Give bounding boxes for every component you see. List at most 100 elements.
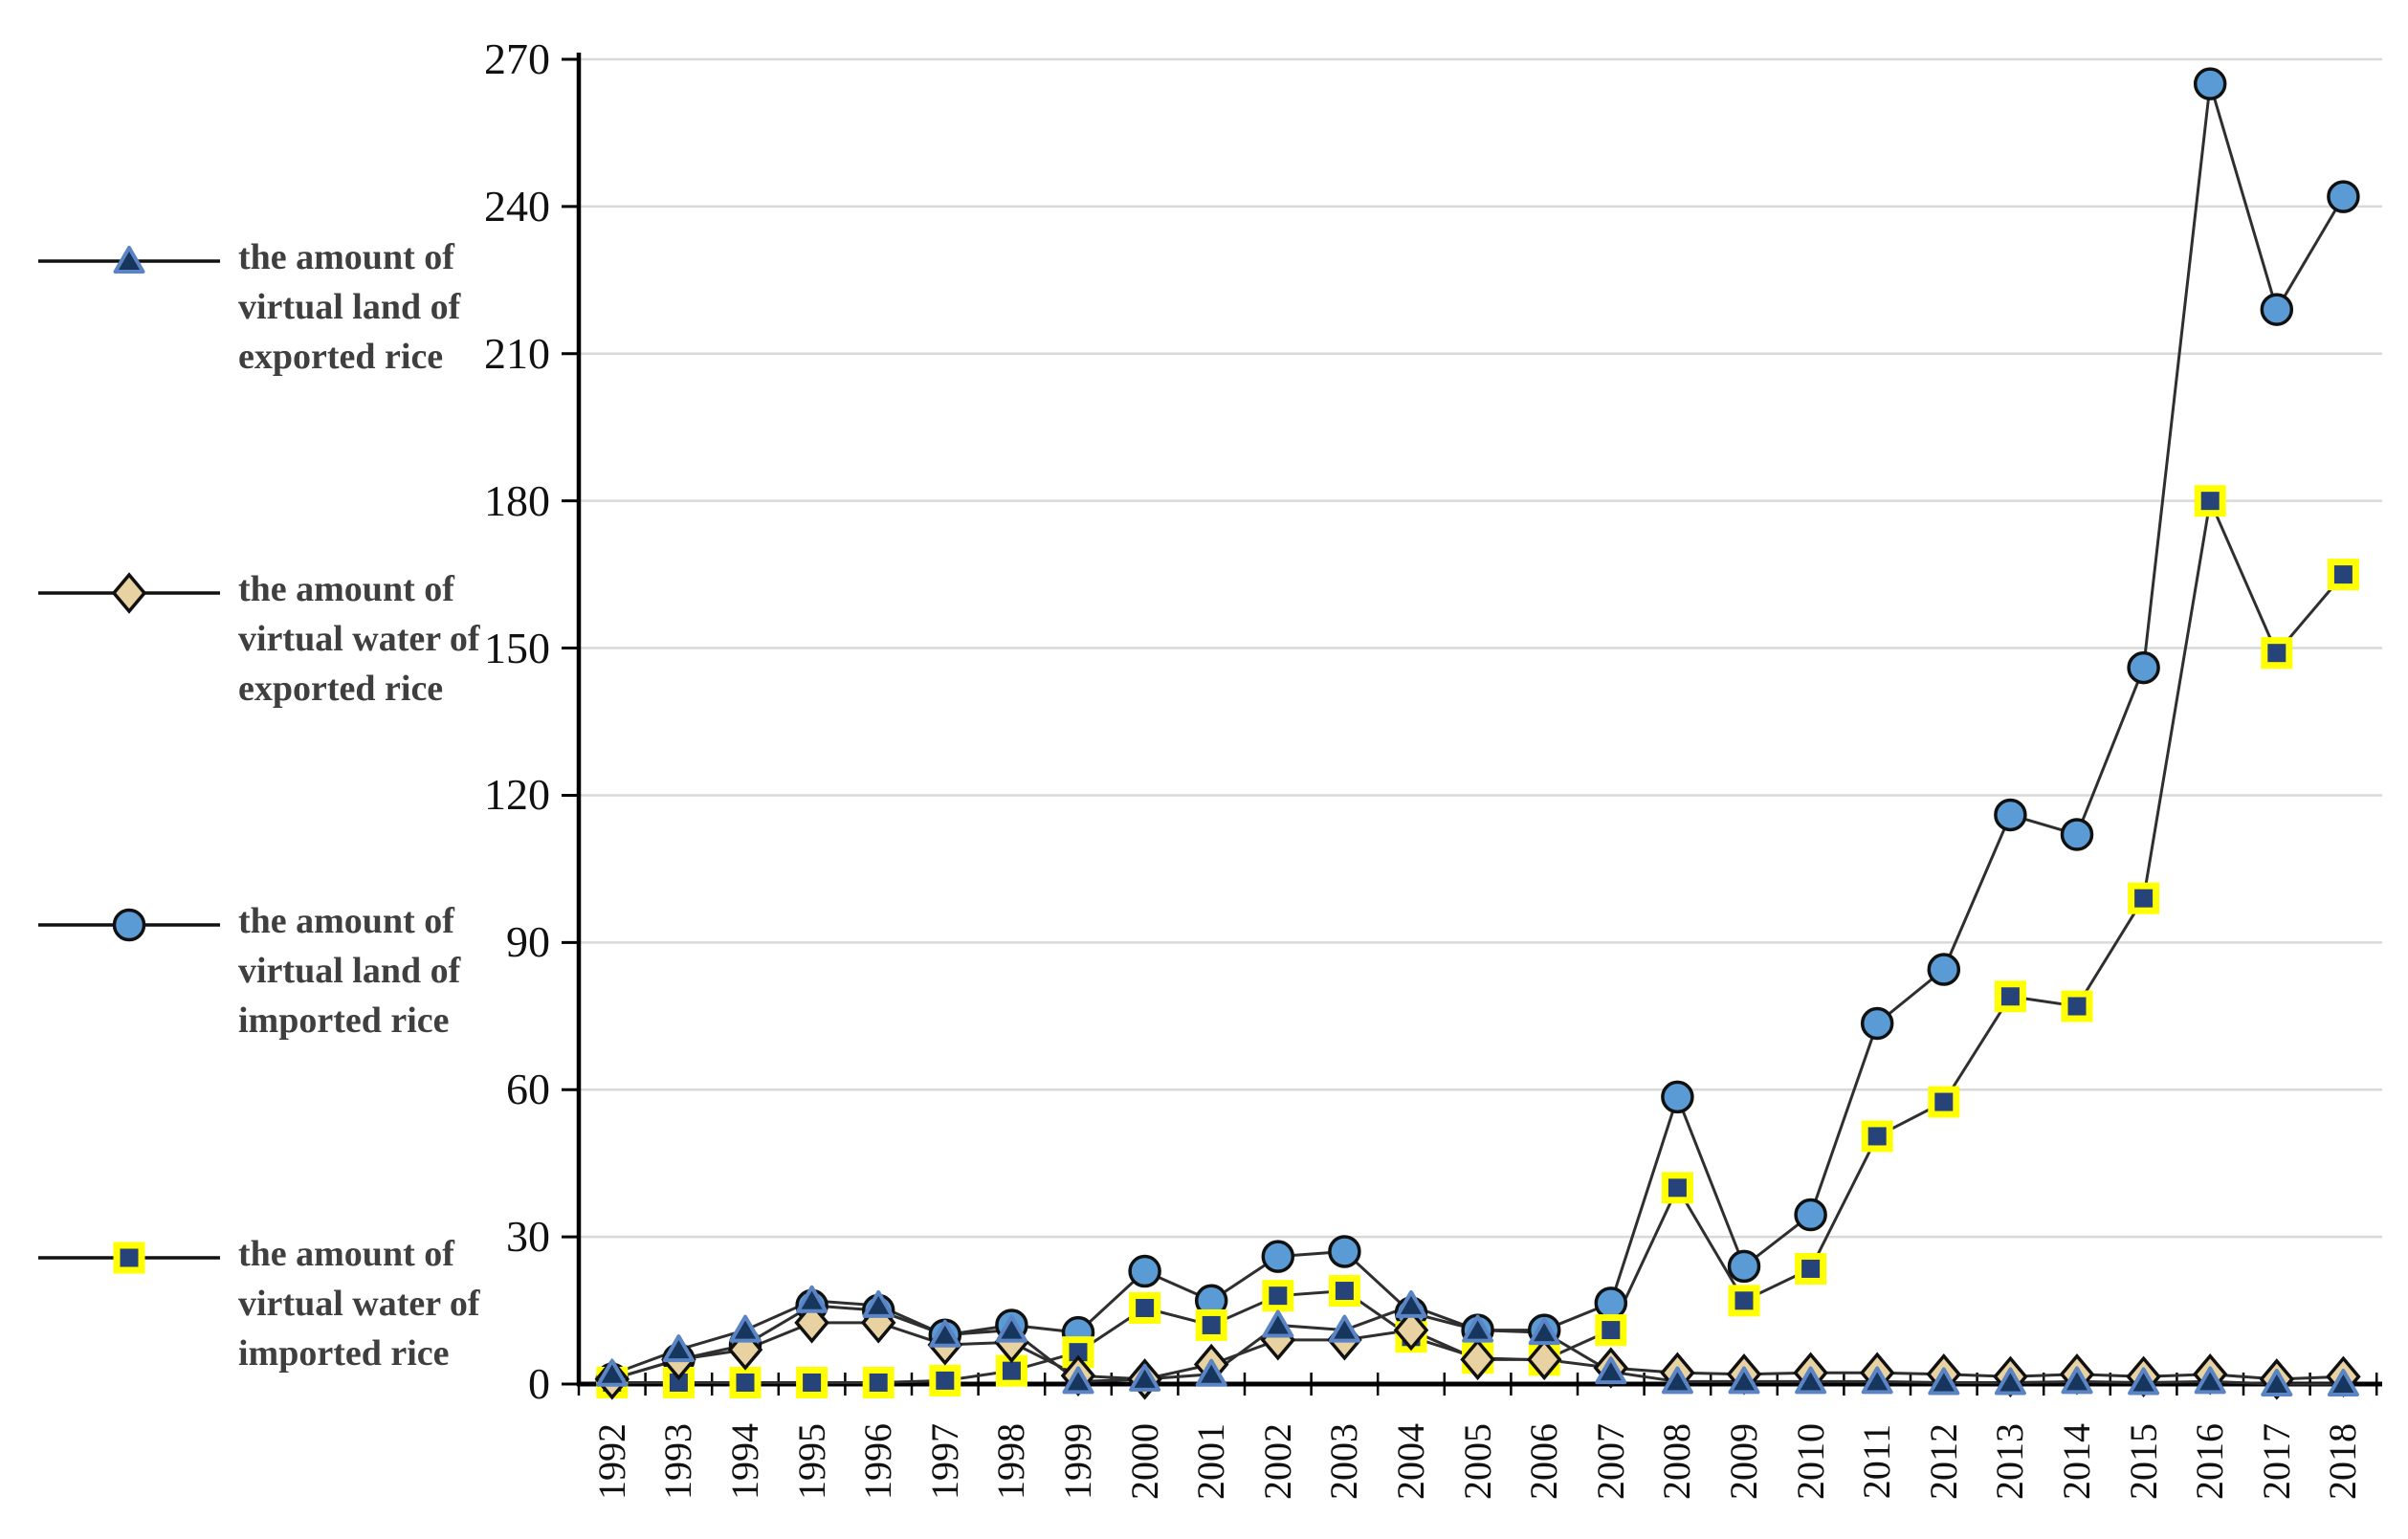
triangle-data-marker: [1861, 1366, 1893, 1395]
x-tick-label: 1992: [589, 1423, 633, 1500]
y-tick-label: 30: [506, 1212, 550, 1262]
triangle-data-marker: [1661, 1366, 1693, 1395]
x-tick-label: 2011: [1855, 1423, 1899, 1500]
triangle-data-marker: [596, 1358, 629, 1387]
x-tick-label: 1999: [1056, 1423, 1099, 1500]
legend-entry-water-exported: the amount of virtual water of exported …: [33, 562, 554, 714]
x-tick-label: 1996: [856, 1423, 900, 1500]
x-tick-label: 1995: [789, 1423, 833, 1500]
legend-label: the amount of virtual water of imported …: [238, 1234, 480, 1374]
square-legend-marker: [113, 1242, 145, 1274]
x-tick-label: 2018: [2321, 1423, 2365, 1500]
square-marker-icon: [38, 1242, 220, 1274]
triangle-data-marker: [1395, 1289, 1427, 1318]
triangle-data-marker: [662, 1334, 695, 1363]
circle-marker-icon: [38, 908, 220, 942]
square-data-marker: [729, 1366, 762, 1398]
legend-entry-land-imported: the amount of virtual land of imported r…: [33, 894, 554, 1045]
x-tick-label: 2001: [1189, 1423, 1233, 1500]
diamond-data-marker: [1393, 1308, 1429, 1352]
x-tick-label: 2015: [2121, 1423, 2165, 1500]
diamond-data-marker: [727, 1329, 763, 1371]
diamond-marker-icon: [38, 572, 220, 614]
square-data-marker: [862, 1366, 895, 1398]
x-tick-label: 2016: [2188, 1423, 2232, 1500]
y-tick-label: 180: [484, 475, 550, 525]
y-tick-label: 0: [528, 1359, 550, 1408]
x-tick-label: 2014: [2055, 1423, 2098, 1500]
square-data-marker: [2327, 559, 2359, 591]
square-data-marker: [2261, 637, 2293, 670]
circle-data-marker: [1927, 953, 1961, 986]
square-data-marker: [2128, 882, 2160, 914]
series-line-circle: [611, 83, 2345, 1381]
triangle-data-marker: [2061, 1366, 2093, 1395]
legend-label: the amount of virtual land of imported r…: [238, 901, 461, 1041]
x-tick-label: 1993: [656, 1423, 700, 1500]
legend-label: the amount of virtual land of exported r…: [238, 237, 461, 377]
diamond-data-marker: [1460, 1338, 1495, 1381]
circle-data-marker: [1261, 1240, 1295, 1273]
square-data-marker: [1994, 980, 2026, 1013]
circle-data-marker: [1594, 1286, 1628, 1320]
square-data-marker: [1795, 1252, 1827, 1285]
y-tick-label: 60: [506, 1065, 550, 1114]
x-tick-label: 2008: [1655, 1423, 1699, 1500]
triangle-data-marker: [1195, 1358, 1227, 1387]
triangle-data-marker: [1928, 1367, 1960, 1396]
square-data-marker: [1928, 1086, 1960, 1118]
triangle-data-marker: [729, 1314, 762, 1343]
square-data-marker: [2194, 485, 2226, 517]
y-tick-label: 90: [506, 917, 550, 967]
circle-data-marker: [2193, 67, 2227, 100]
x-tick-label: 2006: [1522, 1423, 1566, 1500]
circle-data-marker: [1328, 1235, 1361, 1268]
triangle-legend-marker: [113, 246, 145, 274]
x-tick-label: 2017: [2254, 1423, 2298, 1500]
x-tick-label: 1998: [989, 1423, 1033, 1500]
circle-data-marker: [1994, 798, 2027, 832]
triangle-data-marker: [929, 1319, 961, 1348]
diamond-legend-marker: [111, 572, 147, 614]
square-data-marker: [1129, 1291, 1161, 1324]
circle-data-marker: [1860, 1006, 1894, 1041]
x-tick-label: 1994: [723, 1423, 766, 1500]
triangle-data-marker: [862, 1289, 895, 1318]
x-tick-label: 2009: [1722, 1423, 1765, 1500]
y-tick-label: 210: [484, 328, 550, 378]
square-data-marker: [929, 1364, 961, 1396]
x-tick-label: 1997: [922, 1423, 966, 1500]
square-data-marker: [1195, 1308, 1227, 1341]
circle-data-marker: [1128, 1254, 1161, 1288]
y-tick-label: 270: [484, 34, 550, 83]
legend-entry-water-imported: the amount of virtual water of imported …: [33, 1227, 554, 1378]
x-tick-label: 2000: [1122, 1423, 1166, 1500]
x-tick-label: 2012: [1921, 1423, 1965, 1500]
square-data-marker: [1328, 1275, 1360, 1308]
triangle-data-marker: [796, 1285, 828, 1313]
triangle-data-marker: [2327, 1369, 2359, 1396]
triangle-data-marker: [1595, 1356, 1627, 1385]
legend-entry-land-exported: the amount of virtual land of exported r…: [33, 231, 554, 382]
y-tick-label: 150: [484, 623, 550, 672]
x-tick-label: 2013: [1988, 1423, 2032, 1500]
y-tick-label: 120: [484, 770, 550, 820]
diamond-data-marker: [794, 1302, 829, 1344]
diamond-data-marker: [1526, 1338, 1562, 1381]
square-data-marker: [2061, 990, 2093, 1022]
circle-data-marker: [1661, 1080, 1694, 1114]
triangle-data-marker: [995, 1314, 1027, 1343]
circle-data-marker: [2327, 180, 2360, 213]
square-data-marker: [1728, 1285, 1760, 1317]
triangle-data-marker: [1528, 1317, 1560, 1346]
triangle-data-marker: [1728, 1366, 1760, 1395]
square-data-marker: [796, 1366, 828, 1398]
triangle-data-marker: [1129, 1363, 1161, 1392]
circle-data-marker: [1794, 1198, 1827, 1232]
triangle-data-marker: [1462, 1314, 1494, 1343]
triangle-marker-icon: [38, 246, 220, 274]
square-data-marker: [1861, 1120, 1893, 1153]
circle-data-marker: [1727, 1249, 1761, 1284]
